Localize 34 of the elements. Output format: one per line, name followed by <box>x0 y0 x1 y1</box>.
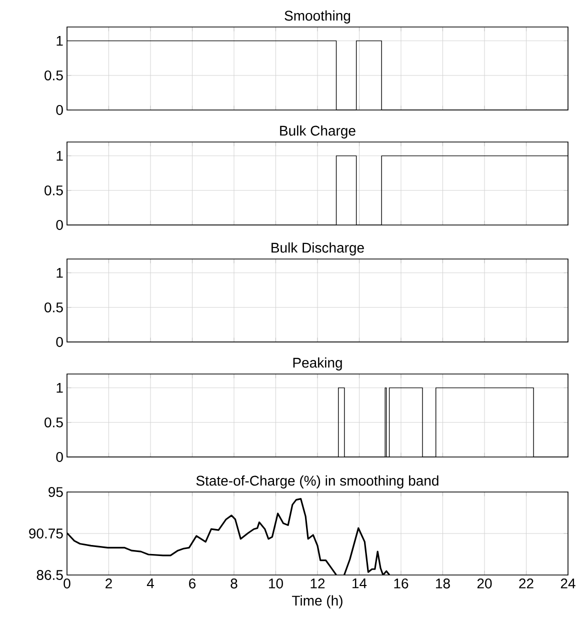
x-tick-label: 18 <box>436 578 450 588</box>
x-tick-label: 22 <box>519 578 534 588</box>
y-tick-label: 1 <box>56 383 63 393</box>
x-tick-label: 10 <box>269 578 283 588</box>
x-tick-label: 20 <box>477 578 492 588</box>
x-axis-title: Time (h) <box>292 595 342 608</box>
y-tick-label: 1 <box>56 36 63 46</box>
chart-title: Smoothing <box>284 10 350 24</box>
chart-title: Bulk Charge <box>280 125 356 138</box>
chart-title: Bulk Discharge <box>272 242 364 256</box>
x-tick-label: 12 <box>310 578 325 588</box>
x-tick-label: 14 <box>352 578 367 588</box>
x-tick-label: 6 <box>189 578 196 588</box>
x-tick-label: 2 <box>106 578 112 588</box>
y-tick-label: 0.5 <box>44 302 63 312</box>
y-tick-label: 86.5 <box>36 570 63 580</box>
chart-title: Peaking <box>293 357 342 370</box>
x-tick-label: 4 <box>146 578 154 588</box>
x-tick-label: 0 <box>64 578 70 588</box>
y-tick-label: 95 <box>48 487 63 497</box>
x-tick-label: 16 <box>394 578 408 588</box>
y-tick-label: 0 <box>56 337 63 347</box>
y-tick-label: 1 <box>56 151 63 161</box>
y-tick-label: 0 <box>56 105 63 115</box>
y-tick-label: 0.5 <box>44 185 63 196</box>
chart-title: State-of-Charge (%) in smoothing band <box>196 475 438 488</box>
y-tick-label: 90.75 <box>29 528 63 538</box>
y-tick-label: 0 <box>56 452 63 462</box>
y-tick-label: 1 <box>56 268 63 278</box>
y-tick-label: 0.5 <box>44 70 63 80</box>
x-tick-label: 24 <box>560 578 576 588</box>
y-tick-label: 0.5 <box>44 417 63 428</box>
y-tick-label: 0 <box>56 220 63 230</box>
x-tick-label: 8 <box>230 578 238 588</box>
